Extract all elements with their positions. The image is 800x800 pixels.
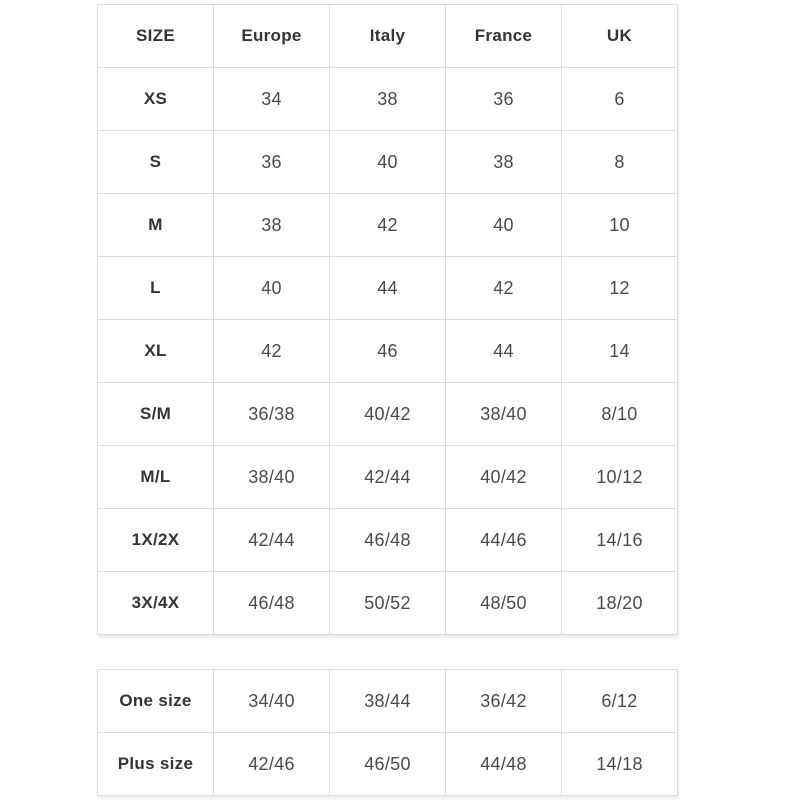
size-label-cell: M bbox=[97, 193, 214, 257]
table-row: L 40 44 42 12 bbox=[97, 256, 678, 320]
size-value-cell: 40/42 bbox=[445, 445, 562, 509]
table-row: Plus size 42/46 46/50 44/48 14/18 bbox=[97, 732, 678, 796]
size-label-cell: XL bbox=[97, 319, 214, 383]
size-label-cell: XS bbox=[97, 67, 214, 131]
size-value-cell: 48/50 bbox=[445, 571, 562, 635]
size-value-cell: 38 bbox=[445, 130, 562, 194]
size-value-cell: 40 bbox=[213, 256, 330, 320]
size-value-cell: 46/48 bbox=[213, 571, 330, 635]
size-value-cell: 42 bbox=[445, 256, 562, 320]
size-value-cell: 44 bbox=[329, 256, 446, 320]
size-value-cell: 8 bbox=[561, 130, 678, 194]
size-value-cell: 12 bbox=[561, 256, 678, 320]
size-value-cell: 38 bbox=[329, 67, 446, 131]
size-value-cell: 38/40 bbox=[213, 445, 330, 509]
size-value-cell: 6/12 bbox=[561, 669, 678, 733]
size-value-cell: 38 bbox=[213, 193, 330, 257]
column-header: UK bbox=[561, 4, 678, 68]
size-value-cell: 42/44 bbox=[329, 445, 446, 509]
size-label-cell: S/M bbox=[97, 382, 214, 446]
size-value-cell: 18/20 bbox=[561, 571, 678, 635]
size-value-cell: 40 bbox=[445, 193, 562, 257]
table-row: M/L 38/40 42/44 40/42 10/12 bbox=[97, 445, 678, 509]
size-value-cell: 38/44 bbox=[329, 669, 446, 733]
header-row: SIZE Europe Italy France UK bbox=[97, 4, 678, 68]
size-value-cell: 36/38 bbox=[213, 382, 330, 446]
size-label-cell: One size bbox=[97, 669, 214, 733]
table-row: S/M 36/38 40/42 38/40 8/10 bbox=[97, 382, 678, 446]
size-value-cell: 42/46 bbox=[213, 732, 330, 796]
table-row: One size 34/40 38/44 36/42 6/12 bbox=[97, 669, 678, 733]
size-value-cell: 44 bbox=[445, 319, 562, 383]
table-row: 3X/4X 46/48 50/52 48/50 18/20 bbox=[97, 571, 678, 635]
size-value-cell: 42 bbox=[213, 319, 330, 383]
size-label-cell: S bbox=[97, 130, 214, 194]
size-value-cell: 40/42 bbox=[329, 382, 446, 446]
size-value-cell: 34/40 bbox=[213, 669, 330, 733]
size-value-cell: 8/10 bbox=[561, 382, 678, 446]
table-row: S 36 40 38 8 bbox=[97, 130, 678, 194]
size-value-cell: 6 bbox=[561, 67, 678, 131]
size-value-cell: 14 bbox=[561, 319, 678, 383]
size-value-cell: 44/48 bbox=[445, 732, 562, 796]
size-value-cell: 10 bbox=[561, 193, 678, 257]
size-value-cell: 46 bbox=[329, 319, 446, 383]
size-value-cell: 40 bbox=[329, 130, 446, 194]
size-value-cell: 44/46 bbox=[445, 508, 562, 572]
column-header: Europe bbox=[213, 4, 330, 68]
size-label-cell: M/L bbox=[97, 445, 214, 509]
size-value-cell: 46/50 bbox=[329, 732, 446, 796]
size-label-cell: Plus size bbox=[97, 732, 214, 796]
size-value-cell: 14/18 bbox=[561, 732, 678, 796]
size-label-cell: 3X/4X bbox=[97, 571, 214, 635]
table-row: M 38 42 40 10 bbox=[97, 193, 678, 257]
size-value-cell: 36 bbox=[213, 130, 330, 194]
column-header: Italy bbox=[329, 4, 446, 68]
column-header: France bbox=[445, 4, 562, 68]
size-value-cell: 42/44 bbox=[213, 508, 330, 572]
table-row: 1X/2X 42/44 46/48 44/46 14/16 bbox=[97, 508, 678, 572]
size-value-cell: 50/52 bbox=[329, 571, 446, 635]
special-sizes-table: One size 34/40 38/44 36/42 6/12 Plus size 42/4… bbox=[97, 669, 678, 796]
size-label-cell: 1X/2X bbox=[97, 508, 214, 572]
table-row: XL 42 46 44 14 bbox=[97, 319, 678, 383]
size-value-cell: 10/12 bbox=[561, 445, 678, 509]
size-value-cell: 38/40 bbox=[445, 382, 562, 446]
size-value-cell: 36 bbox=[445, 67, 562, 131]
size-value-cell: 46/48 bbox=[329, 508, 446, 572]
size-value-cell: 14/16 bbox=[561, 508, 678, 572]
table-row: XS 34 38 36 6 bbox=[97, 67, 678, 131]
size-conversion-table: SIZE Europe Italy France UK XS 34 38 36 6 S 36 40 38 8… bbox=[97, 4, 678, 635]
size-value-cell: 42 bbox=[329, 193, 446, 257]
size-value-cell: 34 bbox=[213, 67, 330, 131]
size-label-cell: L bbox=[97, 256, 214, 320]
size-value-cell: 36/42 bbox=[445, 669, 562, 733]
column-header: SIZE bbox=[97, 4, 214, 68]
